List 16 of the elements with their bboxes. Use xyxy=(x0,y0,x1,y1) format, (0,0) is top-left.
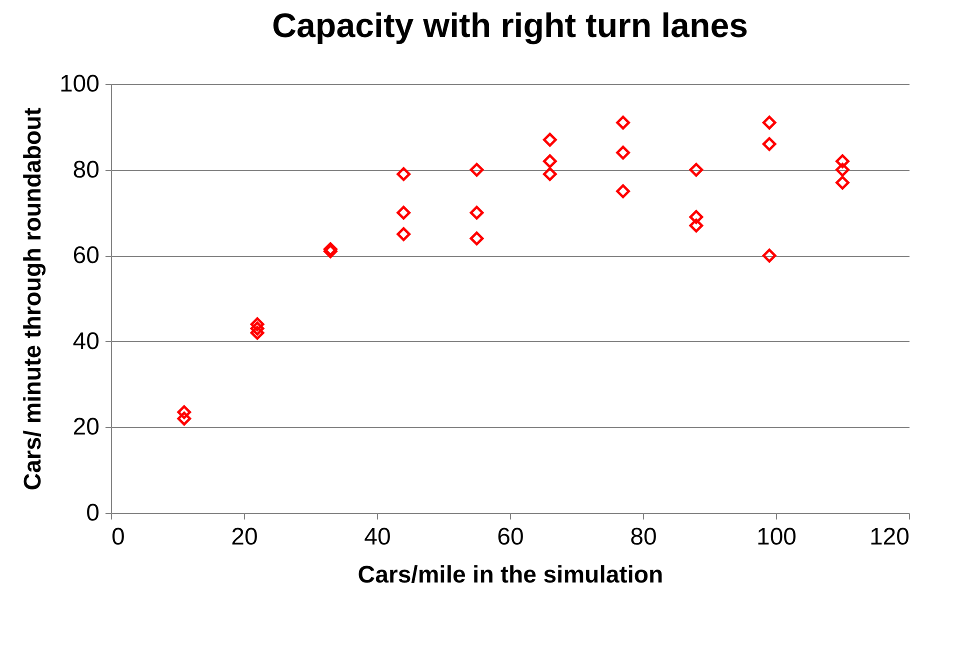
y-axis-title: Cars/ minute through roundabout xyxy=(19,108,46,490)
x-tick-label: 80 xyxy=(630,524,657,550)
x-tick-label: 0 xyxy=(112,524,125,550)
x-tick-label: 100 xyxy=(756,524,797,550)
chart-title: Capacity with right turn lanes xyxy=(272,7,748,45)
y-tick-label: 60 xyxy=(72,242,100,270)
x-axis-title: Cars/mile in the simulation xyxy=(358,562,664,588)
y-tick-label: 20 xyxy=(72,414,100,441)
y-tick-label: 40 xyxy=(72,328,100,355)
x-tick-label: 120 xyxy=(869,524,910,550)
y-tick-label: 100 xyxy=(59,70,100,98)
x-tick-label: 60 xyxy=(497,524,524,550)
y-tick-label: 80 xyxy=(72,156,100,184)
y-tick-label: 0 xyxy=(86,500,100,526)
x-tick-label: 20 xyxy=(231,524,258,550)
x-tick-label: 40 xyxy=(364,524,391,550)
